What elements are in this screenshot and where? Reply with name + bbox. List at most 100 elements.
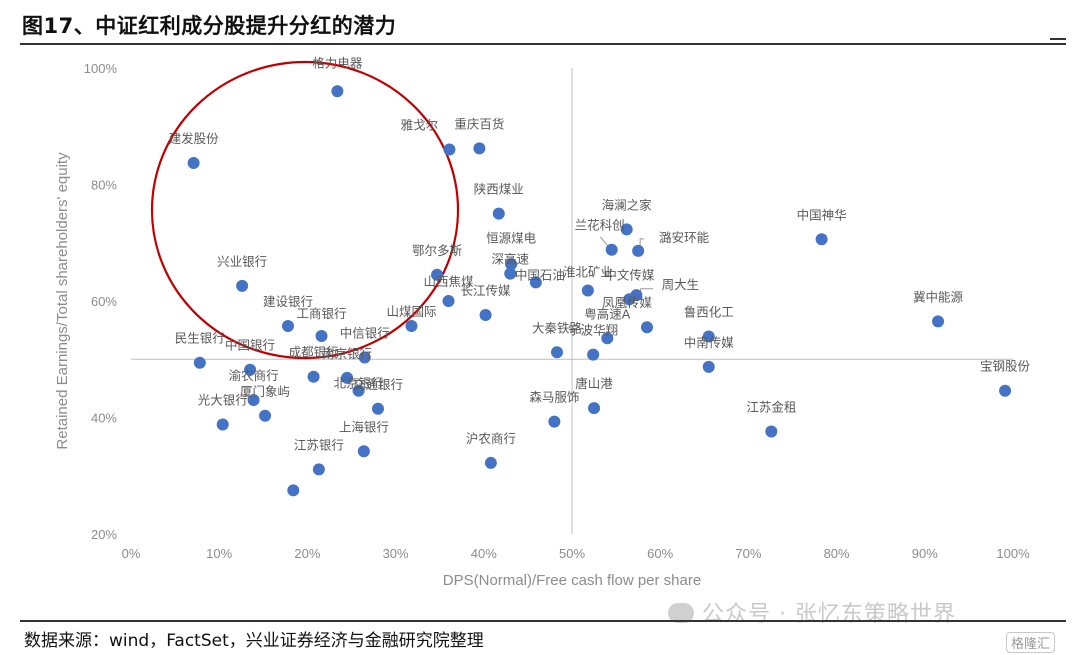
x-tick-label: 80% [824,546,850,561]
point-label: 厦门象屿 [240,384,290,399]
point-label: 江苏金租 [746,399,796,414]
data-point [431,268,444,281]
point-label: 陕西煤业 [474,182,524,197]
data-point [479,308,492,321]
point-label: 中国石油 [515,267,565,282]
point-label: 鄂尔多斯 [412,243,462,258]
y-tick-label: 40% [91,411,117,426]
data-point [632,244,645,257]
wechat-icon [668,603,694,623]
x-tick-label: 60% [647,546,673,561]
point-label: 山西焦煤 [424,274,475,289]
point-label: 建设银行 [263,294,313,309]
point-label: 大秦铁路 [532,320,583,335]
data-point [702,330,715,343]
point-label: 雅戈尔 [401,118,439,133]
y-axis-label: Retained Earnings/Total shareholders' eq… [54,152,71,450]
source-note: 数据来源：wind，FactSet，兴业证券经济与金融研究院整理 [24,631,484,651]
y-tick-label: 100% [84,61,118,76]
x-tick-label: 10% [206,546,232,561]
data-point [548,415,561,428]
x-tick-label: 30% [383,546,409,561]
point-label: 长江传媒 [461,283,512,298]
data-point [236,279,249,292]
point-label: 北京银行 [334,376,384,391]
point-label: 江苏银行 [294,437,344,452]
point-label: 渝农商行 [229,368,279,383]
point-label: 海澜之家 [602,197,653,212]
data-point [588,402,601,415]
data-point [551,346,564,359]
point-label: 沪农商行 [466,431,516,446]
data-point [492,207,505,220]
data-point [216,418,229,431]
data-point [815,233,828,246]
data-point [405,320,418,333]
data-point [605,243,618,256]
watermark-text: 公众号 · 张忆东策略世界 [702,602,956,627]
data-point [473,142,486,155]
x-tick-label: 40% [471,546,497,561]
data-point [259,409,272,422]
highlight-ellipse [150,60,460,360]
point-label: 格力电器 [312,55,363,70]
point-label: 鲁西化工 [684,305,734,320]
y-tick-label: 60% [91,294,117,309]
point-label: 重庆百货 [454,116,504,131]
data-point [187,156,200,169]
data-point [244,363,257,376]
point-label: 唐山港 [575,376,613,391]
x-axis-label: DPS(Normal)/Free cash flow per share [443,572,701,589]
point-label: 南京银行 [322,346,372,361]
data-point [623,293,636,306]
data-point [352,384,365,397]
point-label: 中南传媒 [684,335,735,350]
data-point [587,348,600,361]
point-label: 兰花科创 [575,218,625,233]
point-label: 中文传媒 [604,267,655,282]
data-point [484,456,497,469]
point-label: 淮北矿业 [563,265,613,280]
y-tick-label: 20% [91,527,117,542]
title-rule-tick [1050,38,1066,40]
data-point [307,370,320,383]
figure-title: 图17、中证红利成分股提升分红的潜力 [22,14,397,38]
point-label: 冀中能源 [913,289,964,304]
point-label: 宁波华翔 [568,323,618,338]
data-point [581,284,594,297]
bottom-rule [20,620,1066,622]
data-point [358,351,371,364]
x-tick-label: 50% [559,546,585,561]
point-label: 粤高速A [584,306,631,321]
data-point [765,425,778,438]
point-label: 兴业银行 [217,254,267,269]
leader-line [599,236,609,247]
data-point [193,356,206,369]
data-point [932,315,945,328]
x-tick-label: 100% [996,546,1030,561]
scatter-chart: 0% 10% 20% 30% 40% 50% 60% 70% 80% 90% 100% 20% 40% 6… [54,55,1031,589]
y-tick-label: 80% [91,178,117,193]
point-label: 交通银行 [353,377,403,392]
point-label: 森马服饰 [529,390,579,405]
data-point [702,360,715,373]
data-point [281,320,294,333]
data-point [371,402,384,415]
data-point [504,267,517,280]
point-label: 上海银行 [339,419,389,434]
data-point [442,295,455,307]
point-label: 山煤国际 [386,304,436,319]
x-tick-label: 70% [735,546,761,561]
watermark: 公众号 · 张忆东策略世界 [668,596,956,628]
point-label: 民生银行 [175,331,225,346]
data-point [620,223,633,236]
x-tick-label: 90% [912,546,938,561]
point-label: 深高速 [492,252,530,267]
point-label: 潞安环能 [659,230,710,245]
point-label: 恒源煤电 [486,230,537,245]
point-label: 光大银行 [198,392,248,407]
data-point [287,484,300,497]
point-label: 宝钢股份 [980,359,1031,374]
data-point [601,332,614,345]
point-label: 中信银行 [340,326,390,341]
